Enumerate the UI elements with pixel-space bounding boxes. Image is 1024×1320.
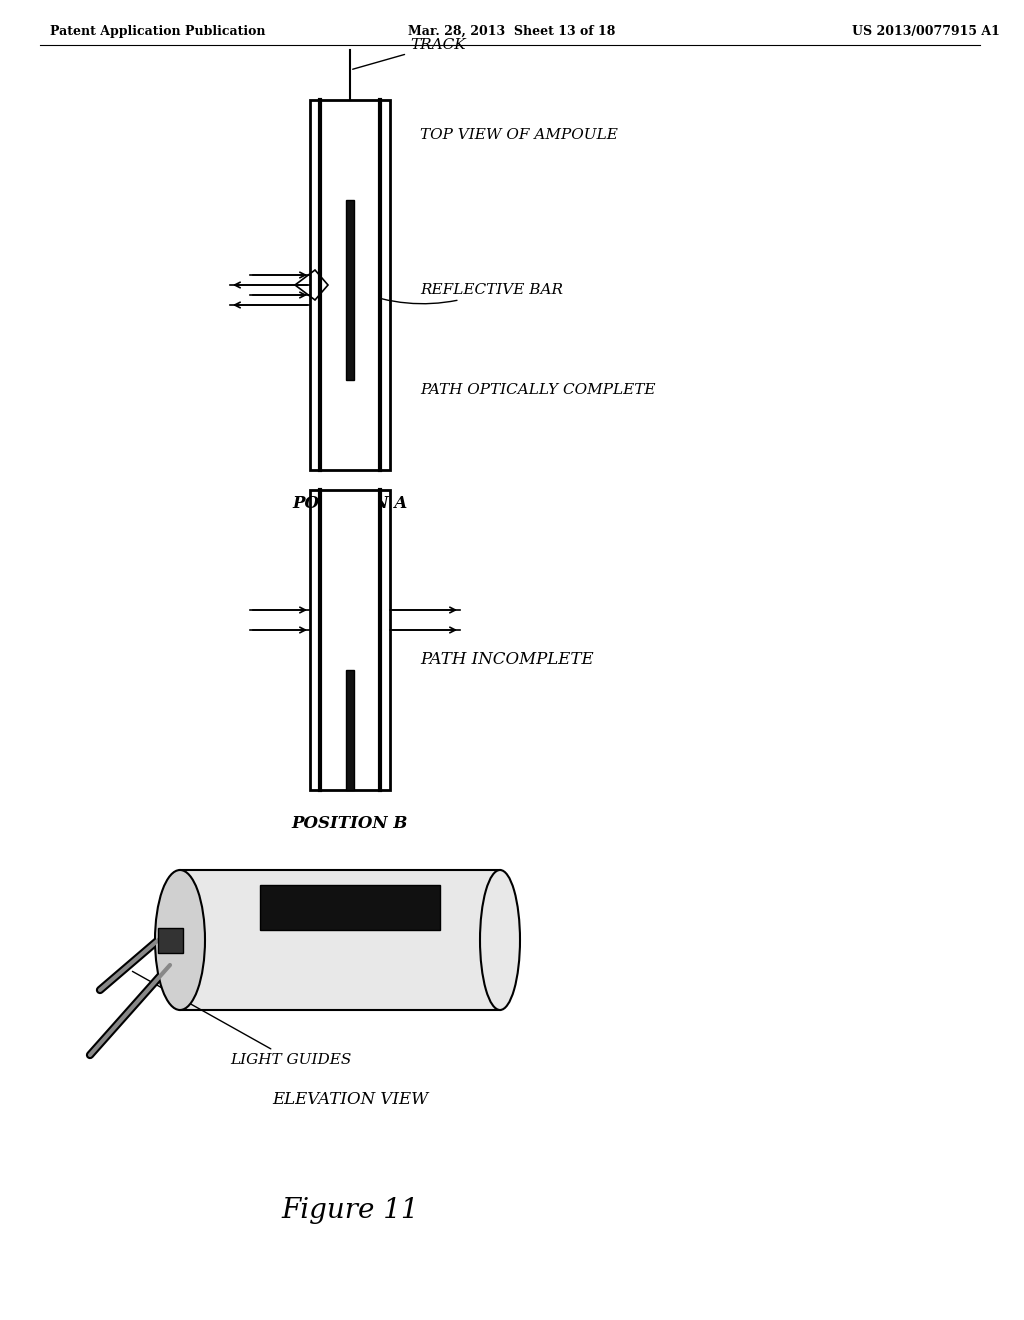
Text: POSITION B: POSITION B bbox=[292, 814, 409, 832]
Text: LIGHT GUIDES: LIGHT GUIDES bbox=[132, 972, 351, 1067]
Text: PATH INCOMPLETE: PATH INCOMPLETE bbox=[420, 652, 594, 668]
Bar bbox=[158, 928, 182, 953]
Text: Figure 11: Figure 11 bbox=[282, 1196, 419, 1224]
Ellipse shape bbox=[155, 870, 205, 1010]
Text: POSITION A: POSITION A bbox=[293, 495, 408, 512]
Text: REFLECTIVE BAR: REFLECTIVE BAR bbox=[356, 282, 563, 304]
Text: PATH OPTICALLY COMPLETE: PATH OPTICALLY COMPLETE bbox=[420, 383, 655, 397]
Bar bbox=[310, 490, 390, 789]
Bar bbox=[180, 870, 500, 1010]
Bar bbox=[346, 671, 354, 789]
Text: TOP VIEW OF AMPOULE: TOP VIEW OF AMPOULE bbox=[420, 128, 617, 143]
Text: Patent Application Publication: Patent Application Publication bbox=[50, 25, 265, 38]
Bar bbox=[310, 100, 390, 470]
Bar bbox=[319, 100, 380, 470]
Bar bbox=[319, 490, 380, 789]
Text: ELEVATION VIEW: ELEVATION VIEW bbox=[272, 1092, 428, 1109]
Ellipse shape bbox=[480, 870, 520, 1010]
Bar bbox=[260, 884, 440, 931]
Bar bbox=[346, 201, 354, 380]
Text: US 2013/0077915 A1: US 2013/0077915 A1 bbox=[852, 25, 1000, 38]
Text: TRACK: TRACK bbox=[352, 38, 466, 69]
Text: Mar. 28, 2013  Sheet 13 of 18: Mar. 28, 2013 Sheet 13 of 18 bbox=[409, 25, 615, 38]
